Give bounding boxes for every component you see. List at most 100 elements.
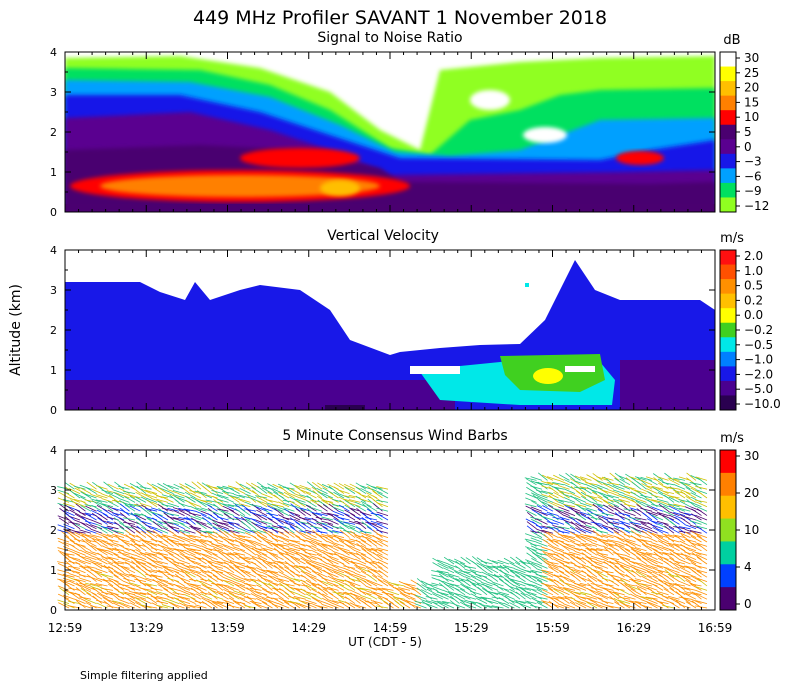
wind-barb xyxy=(312,490,323,499)
wind-barb xyxy=(119,499,130,508)
wind-barb xyxy=(157,500,169,508)
wind-barb xyxy=(251,521,262,530)
wind-barb xyxy=(255,591,268,596)
wind-barb xyxy=(547,501,559,508)
wind-barb xyxy=(563,582,576,587)
wind-barb xyxy=(601,489,614,494)
wind-barb xyxy=(372,551,383,560)
wind-barb xyxy=(399,601,411,609)
wind-barb xyxy=(613,559,625,565)
wind-barb xyxy=(646,598,658,604)
wind-barb xyxy=(85,513,97,521)
wind-barb xyxy=(156,528,169,534)
wind-barb xyxy=(207,504,218,512)
wind-barb xyxy=(646,558,658,565)
wind-barb xyxy=(227,517,240,521)
wind-barb xyxy=(73,530,86,534)
wind-barb xyxy=(290,556,301,565)
wind-barb xyxy=(185,499,196,508)
wind-barb xyxy=(585,494,598,499)
wind-barb xyxy=(106,525,119,530)
wind-barb xyxy=(530,605,543,609)
wind-barb xyxy=(597,579,609,587)
wind-barb xyxy=(79,532,92,538)
wind-barb xyxy=(372,569,383,578)
wind-barb xyxy=(663,580,675,587)
colorbar-label: 15 xyxy=(744,95,759,109)
wind-barb xyxy=(84,582,97,587)
colorbar-swatch xyxy=(720,351,736,367)
wind-barb xyxy=(321,520,334,525)
wind-barb xyxy=(174,495,185,503)
wind-barb xyxy=(662,490,675,494)
wind-barb xyxy=(218,592,229,600)
y-tick-label: 1 xyxy=(50,166,57,179)
wind-barb xyxy=(557,490,570,494)
wind-barb xyxy=(306,500,317,508)
wind-barb xyxy=(112,542,125,547)
colorbar-label: 30 xyxy=(744,51,759,65)
wind-barb xyxy=(299,507,312,512)
wind-barb xyxy=(189,525,202,530)
wind-barb xyxy=(101,519,114,525)
wind-barb xyxy=(107,599,119,604)
wind-barb xyxy=(586,587,598,596)
wind-barb xyxy=(377,566,389,574)
wind-barb xyxy=(233,600,246,604)
wind-barb xyxy=(349,527,361,534)
wind-barb xyxy=(542,539,554,547)
wind-barb xyxy=(481,575,493,582)
wind-barb xyxy=(266,499,279,503)
wind-barb xyxy=(151,492,163,499)
wind-barb xyxy=(635,571,647,578)
wind-barb xyxy=(288,555,301,560)
wind-barb xyxy=(173,583,185,591)
wind-barb xyxy=(85,589,97,596)
wind-barb xyxy=(625,569,636,578)
wind-barb xyxy=(167,573,180,578)
wind-barb xyxy=(222,503,235,508)
wind-barb xyxy=(526,552,537,560)
wind-barb xyxy=(436,591,449,596)
wind-barb xyxy=(581,543,592,552)
wind-barb xyxy=(332,564,345,569)
wind-barb xyxy=(124,561,136,569)
wind-barb xyxy=(619,588,631,596)
wind-barb xyxy=(162,549,174,556)
wind-barb xyxy=(684,554,697,560)
wind-barb xyxy=(536,496,548,503)
wind-barb xyxy=(282,486,295,490)
wind-barb xyxy=(163,512,174,521)
wind-barb xyxy=(536,493,548,499)
wind-barb xyxy=(531,575,543,582)
wind-barb xyxy=(256,514,268,521)
wind-barb xyxy=(321,543,334,547)
wind-barb xyxy=(464,565,477,569)
wind-barb xyxy=(557,485,570,490)
wind-barb xyxy=(570,517,581,525)
wind-barb xyxy=(695,586,708,591)
wind-barb xyxy=(662,505,675,512)
footer-note: Simple filtering applied xyxy=(80,669,208,682)
wind-barb xyxy=(596,484,609,490)
wind-barb xyxy=(178,595,191,600)
wind-barb xyxy=(200,507,213,512)
wind-barb xyxy=(74,501,86,508)
wind-barb xyxy=(497,586,510,591)
wind-barb xyxy=(300,509,312,516)
wind-barb xyxy=(129,524,141,530)
wind-barb xyxy=(294,588,306,596)
wind-barb xyxy=(349,566,361,574)
wind-barb xyxy=(327,581,339,587)
wind-barb xyxy=(141,569,152,578)
wind-barb xyxy=(178,516,191,521)
wind-barb xyxy=(288,576,301,582)
wind-barb xyxy=(229,530,240,538)
wind-barb xyxy=(601,587,614,591)
wind-barb xyxy=(420,599,433,604)
wind-barb xyxy=(266,546,279,552)
wind-barb xyxy=(525,492,537,499)
wind-barb xyxy=(359,530,372,534)
wind-barb xyxy=(300,574,312,582)
